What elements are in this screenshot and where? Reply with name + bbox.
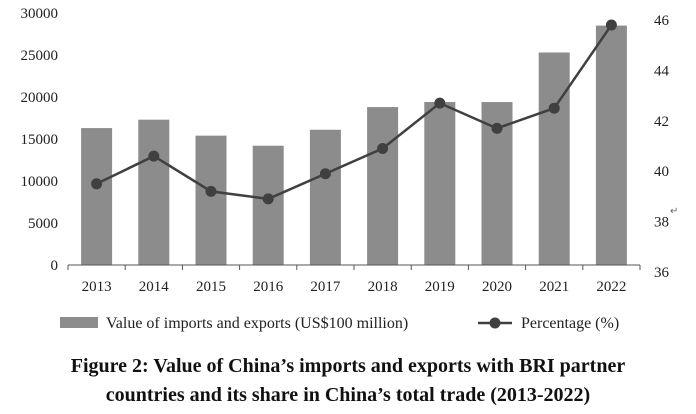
y-left-tick-label: 5000 <box>28 216 58 232</box>
y-left-tick-label: 15000 <box>21 132 59 148</box>
caption-line-1: Figure 2: Value of China’s imports and e… <box>70 355 626 377</box>
y-left-tick-label: 0 <box>51 258 59 274</box>
bar-2018 <box>367 107 399 265</box>
x-tick-label-2019: 2019 <box>425 279 455 295</box>
percentage-line <box>96 24 613 201</box>
bar-2014 <box>138 119 170 266</box>
y-right-tick-label: 44 <box>654 63 670 79</box>
x-tick-label-2016: 2016 <box>253 279 284 295</box>
x-tick-label-2018: 2018 <box>368 279 398 295</box>
x-tick-label-2020: 2020 <box>482 279 512 295</box>
y-right-tick-label: 42 <box>654 114 669 130</box>
point-2013 <box>91 178 103 190</box>
point-2020 <box>491 122 503 134</box>
x-tick-label-2015: 2015 <box>196 279 226 295</box>
caption-line-2: countries and its share in China’s total… <box>105 384 591 406</box>
y-axis-left: 0 5000 10000 15000 20000 25000 30000 <box>21 6 59 274</box>
x-tick-label-2013: 2013 <box>82 279 112 295</box>
x-tick-label-2017: 2017 <box>310 279 341 295</box>
stray-return-mark: ↵ <box>670 206 678 217</box>
point-2022 <box>605 19 617 31</box>
legend-label-bars: Value of imports and exports (US$100 mil… <box>106 315 408 332</box>
y-left-tick-label: 10000 <box>21 174 59 190</box>
legend: Value of imports and exports (US$100 mil… <box>60 315 619 332</box>
y-left-tick-label: 25000 <box>21 48 59 64</box>
x-tick-label-2021: 2021 <box>539 279 569 295</box>
line-series <box>91 19 617 205</box>
legend-swatch-bars <box>60 317 98 328</box>
bar-2013 <box>81 128 113 265</box>
y-left-tick-label: 20000 <box>21 90 59 106</box>
legend-label-line: Percentage (%) <box>521 315 619 332</box>
point-2016 <box>262 193 274 205</box>
bar-2015 <box>195 135 227 265</box>
y-axis-right: 36 38 40 42 44 46 <box>654 13 670 281</box>
bar-2021 <box>538 52 570 266</box>
bar-series <box>81 25 627 266</box>
y-right-tick-label: 36 <box>654 265 670 281</box>
bar-2016 <box>252 145 284 265</box>
y-right-tick-label: 38 <box>654 215 669 231</box>
y-right-tick-label: 40 <box>654 164 669 180</box>
figure-caption: Figure 2: Value of China’s imports and e… <box>0 352 696 410</box>
point-2018 <box>377 143 389 155</box>
point-2014 <box>148 150 160 162</box>
bar-2019 <box>424 102 456 265</box>
x-tick-label-2022: 2022 <box>596 279 626 295</box>
x-axis: 2013 2014 2015 2016 2017 2018 2019 2020 2021 2022 <box>67 264 641 295</box>
y-left-tick-label: 30000 <box>21 6 59 22</box>
legend-swatch-marker <box>489 317 501 329</box>
bar-2017 <box>309 129 341 265</box>
y-right-tick-label: 46 <box>654 13 670 29</box>
x-tick-label-2014: 2014 <box>139 279 170 295</box>
point-2017 <box>319 168 331 180</box>
point-2021 <box>548 102 560 114</box>
point-2019 <box>434 97 446 109</box>
point-2015 <box>205 185 217 197</box>
bar-2022 <box>595 25 627 265</box>
